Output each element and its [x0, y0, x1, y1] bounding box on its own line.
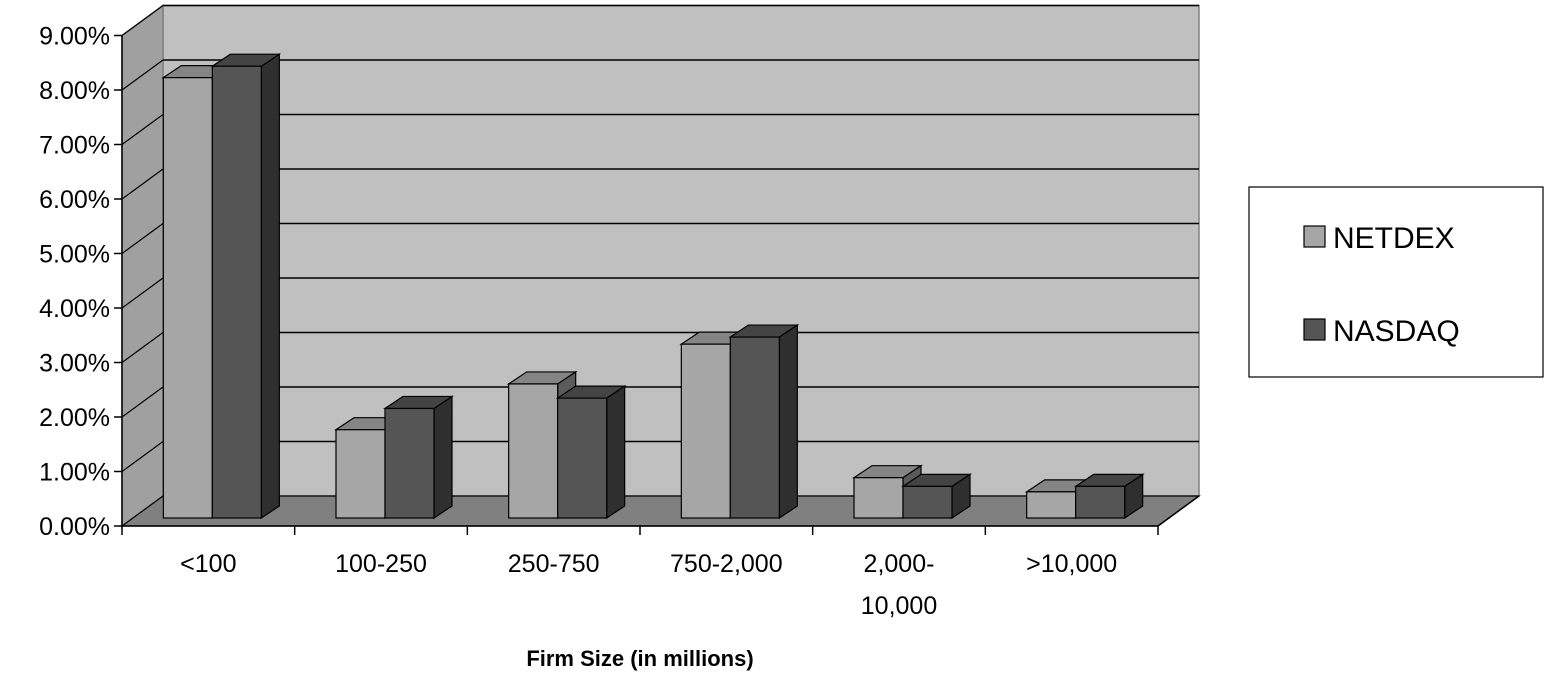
y-tick-label: 7.00%: [39, 132, 110, 160]
legend: NETDEX NASDAQ: [1248, 186, 1544, 378]
bar-front: [680, 343, 731, 519]
x-tick-label: <100: [180, 550, 236, 578]
x-tick-label: 750-2,000: [670, 550, 783, 578]
bar-nasdaq: [901, 473, 972, 520]
y-tick-label: 6.00%: [39, 186, 110, 214]
legend-label: NETDEX: [1333, 222, 1455, 255]
bar-front: [902, 485, 953, 519]
y-tick-label: 4.00%: [39, 295, 110, 323]
y-tick-label: 1.00%: [39, 459, 110, 487]
gridline-side: [121, 332, 164, 363]
x-axis: <100 100-250 250-750 750-2,000 2,000- 10,000 >…: [121, 495, 1200, 620]
y-tick-label: 2.00%: [39, 404, 110, 432]
bar-nasdaq: [210, 53, 282, 520]
gridline-side: [121, 277, 164, 309]
gridline-side: [121, 441, 164, 472]
y-tick-label: 8.00%: [39, 77, 110, 105]
bars: [161, 53, 1145, 520]
y-tick-label: 9.00%: [39, 23, 110, 51]
x-tick-label: 100-250: [335, 550, 427, 578]
bar-front: [162, 77, 213, 519]
gridline-side: [121, 223, 164, 254]
bar-side: [606, 384, 626, 520]
bar-front: [729, 336, 780, 519]
x-tick-label-line: 100-250: [335, 550, 427, 578]
x-tick-label-line: >10,000: [1026, 550, 1117, 578]
bar-side: [778, 323, 798, 520]
gridline-side: [121, 114, 164, 145]
legend-box: [1248, 186, 1544, 378]
bar-front: [1075, 485, 1126, 519]
legend-swatch: [1303, 225, 1326, 248]
bar-front: [1026, 491, 1077, 519]
bar-nasdaq: [1073, 473, 1145, 520]
x-tick-label-line: 10,000: [861, 592, 937, 620]
bar-nasdaq: [555, 384, 627, 520]
bar-front: [853, 477, 904, 519]
bar-nasdaq: [728, 323, 800, 520]
x-tick-label-line: 2,000-: [864, 550, 935, 578]
bar-front: [557, 397, 608, 519]
x-axis-label: Firm Size (in millions): [526, 646, 753, 671]
gridline-side: [121, 59, 164, 91]
y-tick-label: 3.00%: [39, 350, 110, 378]
x-tick-label: 2,000- 10,000: [861, 550, 937, 620]
gridline-side: [121, 5, 164, 36]
gridline-side: [121, 386, 164, 418]
y-tick-label: 5.00%: [39, 241, 110, 269]
x-tick-label: >10,000: [1026, 550, 1117, 578]
y-tick-label: 0.00%: [39, 513, 110, 541]
bar-front: [335, 429, 386, 519]
gridline-side: [121, 168, 164, 200]
bar-front: [384, 407, 435, 519]
side-wall: [121, 4, 164, 528]
x-tick-label-line: 250-750: [508, 550, 600, 578]
y-axis: 0.00% 1.00% 2.00% 3.00% 4.00% 5.00% 6.00% 7.00%…: [39, 23, 123, 541]
chart-walls: [120, 4, 1201, 528]
bar-front: [211, 65, 262, 519]
bar-front: [508, 383, 559, 519]
x-tick-label-line: 750-2,000: [670, 550, 783, 578]
x-tick-label-line: <100: [180, 550, 236, 578]
bar-side: [260, 53, 280, 520]
bar-side: [433, 395, 453, 520]
bar-nasdaq: [383, 395, 454, 520]
x-tick-label: 250-750: [508, 550, 600, 578]
legend-swatch: [1303, 318, 1326, 341]
legend-label: NASDAQ: [1333, 315, 1460, 348]
x-axis-depth-line: [1157, 495, 1200, 527]
